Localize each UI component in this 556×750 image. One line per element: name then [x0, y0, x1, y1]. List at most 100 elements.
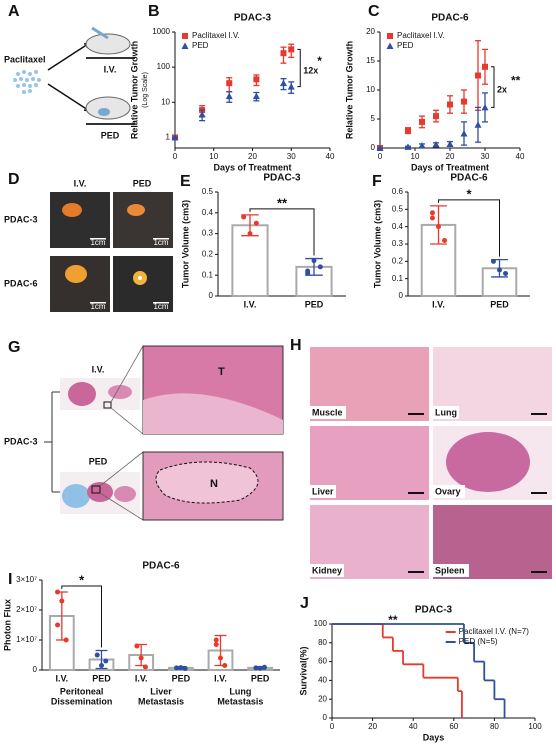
x-tick-label: I.V. [244, 299, 257, 309]
data-point [138, 655, 144, 661]
zoom-lines [99, 451, 144, 521]
y-tick-label: 20 [366, 27, 375, 36]
panel-label: J [300, 595, 309, 612]
significance: * [317, 54, 322, 68]
route-label: PED [101, 130, 120, 140]
y-tick-label: 0 [399, 291, 404, 300]
data-point [482, 63, 488, 70]
implant [62, 484, 90, 508]
label-backgrounds [310, 406, 469, 577]
y-tick-label: 100 [157, 62, 171, 71]
tumor [62, 203, 82, 217]
fold-bracket [297, 48, 301, 88]
data-point [461, 98, 467, 105]
y-tick-label: 5 [371, 114, 376, 123]
data-point [213, 637, 219, 643]
group-label: Lung [229, 686, 251, 696]
y-axis-label: Tumor Volume (cm3) [372, 200, 382, 288]
model-label: PDAC-3 [4, 436, 38, 446]
tumor-center [138, 276, 142, 280]
group-label: Dissemination [51, 696, 113, 706]
fold-change: 2x [497, 84, 507, 94]
x-tick-label: PED [172, 673, 191, 683]
data-point [198, 110, 206, 118]
tissue-label: Kidney [312, 565, 342, 575]
data-point [218, 655, 223, 661]
significance: ** [277, 195, 288, 210]
significance: * [466, 186, 472, 201]
tumor [127, 204, 145, 216]
y-tick-label: 0 [371, 143, 376, 152]
y-tick-label: 40 [318, 676, 327, 685]
data-point [253, 665, 259, 671]
data-point [252, 92, 260, 100]
y-axis-label: Relative Tumor Growth [129, 41, 139, 139]
panel-label: B [148, 3, 160, 20]
x-tick-label: I.V. [55, 673, 68, 683]
group-label: PED [89, 456, 108, 466]
tissue-label: Liver [312, 486, 334, 496]
tissue [114, 486, 136, 502]
route-label: I.V. [104, 64, 117, 74]
data-point [261, 664, 267, 670]
data-point [474, 121, 482, 128]
scale-label: 1cm [153, 302, 168, 311]
legend-label: Paclitaxel I.V. [397, 31, 445, 40]
scale-label: 1cm [90, 238, 105, 247]
row-label: PDAC-6 [4, 278, 38, 288]
group-label: Metastasis [217, 696, 263, 706]
scale-bars [90, 238, 169, 304]
data-point [447, 101, 453, 108]
data-point [63, 637, 69, 643]
chart-title: PDAC-3 [234, 13, 272, 24]
data-point [253, 76, 260, 83]
data-point [497, 267, 502, 273]
data-point [481, 103, 489, 111]
data-point [288, 46, 295, 53]
x-tick-label: 0 [330, 722, 335, 731]
chart-title: PDAC-3 [263, 173, 301, 184]
fold-change: 12x [303, 65, 318, 75]
tissue-label: Spleen [435, 565, 465, 575]
x-tick-label: 0 [378, 152, 383, 161]
data-point [503, 270, 509, 276]
y-axis-label: Tumor Volume (cm3) [180, 200, 190, 288]
data-point [171, 133, 179, 141]
data-point [404, 143, 412, 150]
y-tick-label: 0 [209, 291, 214, 300]
panel-h: H Muscle Lung Liver Ovary Kidney Spleen [290, 337, 552, 579]
y-tick-label: 20 [318, 694, 327, 703]
x-tick-label: PED [305, 299, 324, 309]
data-point [405, 127, 411, 134]
data-point [418, 142, 426, 149]
data-point [429, 215, 435, 221]
data-point [446, 140, 454, 147]
data-point [432, 141, 440, 148]
x-tick-label: 30 [287, 152, 296, 161]
y-tick-label: 1×10⁷ [16, 635, 37, 644]
drug-label: Paclitaxel [4, 54, 46, 64]
x-tick-label: 10 [209, 152, 218, 161]
x-axis-label: Days of Treatment [213, 162, 291, 172]
x-tick-label: 20 [248, 152, 257, 161]
data-point [225, 92, 233, 100]
y-tick-label: 0 [33, 665, 38, 674]
panel-label: F [372, 173, 382, 190]
ovary [446, 432, 530, 492]
y-tick-label: 0.4 [202, 208, 214, 217]
fold-bracket [491, 66, 495, 108]
x-tick-label: 20 [446, 152, 455, 161]
legend-label: Paclitaxel I.V. (N=7) [459, 627, 530, 636]
mouse-ped [85, 96, 131, 120]
legend-marker [386, 42, 394, 49]
y-tick-label: 10 [161, 97, 170, 106]
significance: * [79, 572, 85, 587]
data-point [257, 665, 263, 671]
scale-bars [408, 413, 547, 573]
implant [98, 108, 110, 116]
mouse-iv [85, 33, 131, 55]
data-point [247, 231, 253, 237]
legend-label: PED (N=5) [459, 637, 498, 646]
drug-particles [13, 70, 41, 94]
